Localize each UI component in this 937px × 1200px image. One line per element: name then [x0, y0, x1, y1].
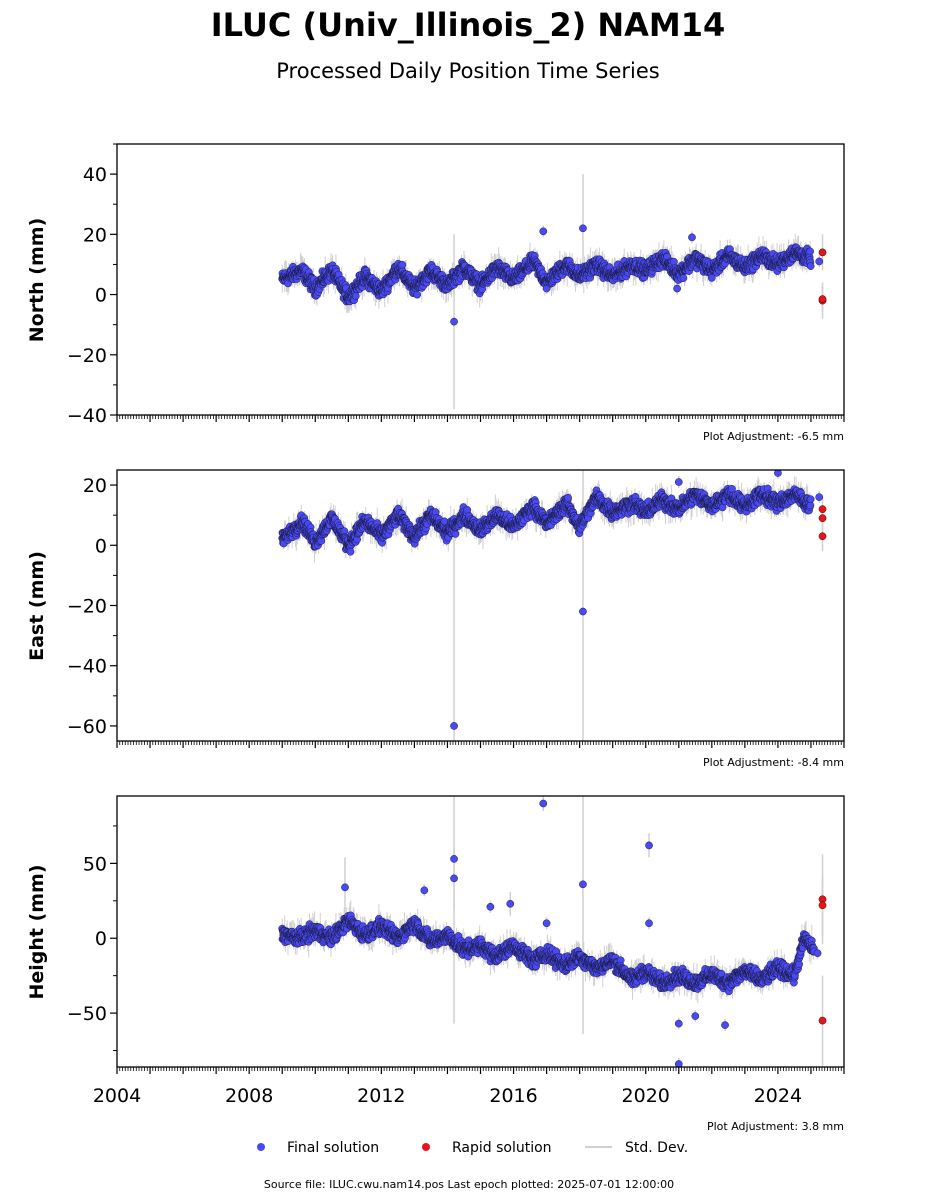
final-point [564, 493, 572, 502]
y-tick-label: 0 [95, 285, 107, 307]
final-point-outlier [673, 284, 681, 293]
final-point-outlier [815, 257, 824, 266]
chart-title: ILUC (Univ_Illinois_2) NAM14 [211, 6, 726, 44]
rapid-point [818, 295, 827, 303]
plot-area-north [278, 174, 827, 409]
final-point [806, 262, 815, 270]
std-dev-bars-east [281, 470, 824, 741]
std-dev-bars-north [281, 174, 824, 409]
final-point [351, 292, 360, 300]
final-point [806, 247, 814, 256]
final-point-outlier [688, 233, 696, 242]
final-point-outlier [579, 224, 587, 233]
plot-adjustment-east: Plot Adjustment: -8.4 mm [703, 756, 844, 769]
ylabel-east: East (mm) [26, 551, 48, 661]
y-tick-label: 20 [83, 224, 107, 246]
final-point [679, 274, 688, 282]
plot-adjustment-north: Plot Adjustment: -6.5 mm [703, 430, 844, 443]
final-solution-points-north [278, 224, 824, 326]
rapid-point [818, 248, 827, 257]
y-tick-label: 40 [83, 164, 107, 186]
final-solution-points-east [278, 470, 824, 730]
final-point [398, 260, 407, 269]
ylabel-north: North (mm) [26, 218, 48, 343]
final-point-outlier [450, 317, 458, 326]
y-tick-label: −40 [67, 405, 107, 427]
final-point [451, 530, 460, 538]
final-point-outlier [539, 227, 548, 236]
final-point [346, 547, 355, 556]
final-point [413, 290, 422, 299]
chart-subtitle: Processed Daily Position Time Series [276, 59, 660, 83]
panel-east: East (mm) Plot Adjustment: -8.4 mm −60−4… [26, 469, 845, 769]
rapid-solution-points-north [818, 248, 827, 305]
plot-area-east [278, 470, 827, 741]
final-point [707, 274, 716, 282]
y-tick-label: −20 [67, 345, 107, 367]
panel-north: North (mm) Plot Adjustment: -6.5 mm −40 −… [26, 143, 845, 443]
